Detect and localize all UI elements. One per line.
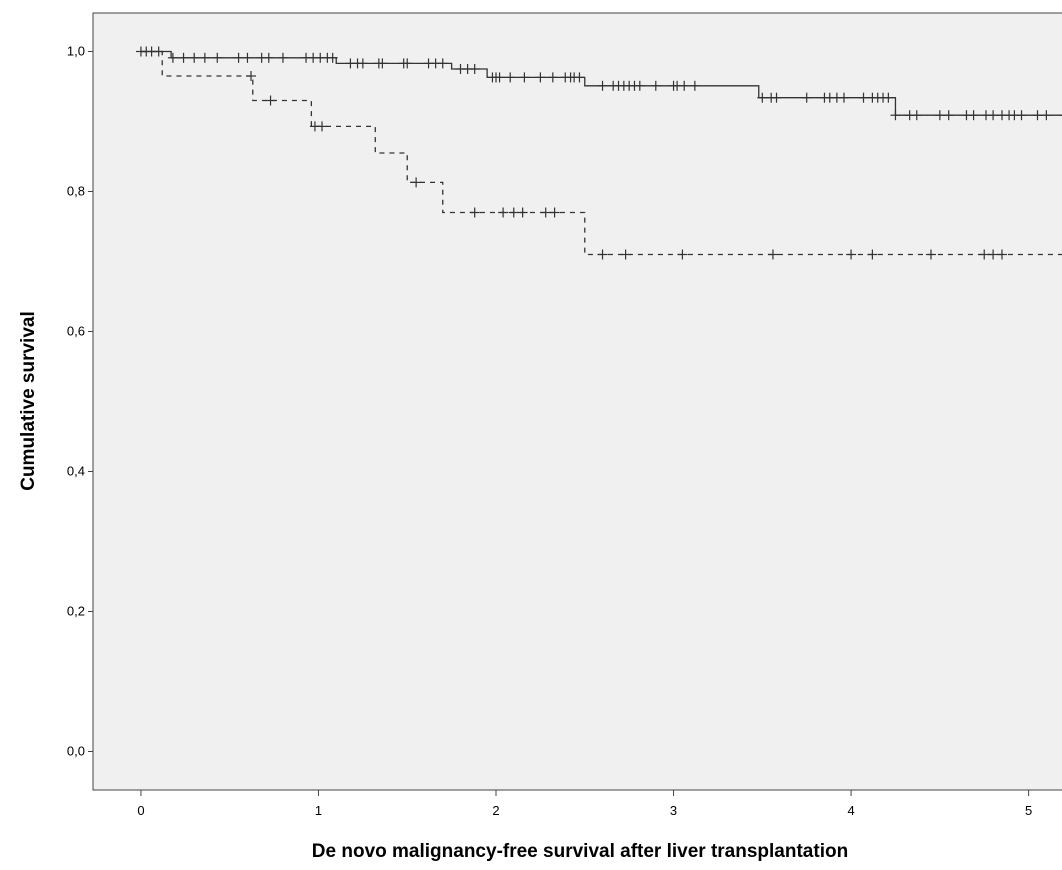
y-axis-title: Cumulative survival <box>18 311 39 491</box>
censor-mark <box>357 58 368 69</box>
x-tick-label: 1 <box>315 803 322 818</box>
censor-mark <box>1041 110 1052 121</box>
censor-mark <box>988 249 999 260</box>
censor-mark <box>535 72 546 83</box>
censor-mark <box>494 72 505 83</box>
censor-mark <box>469 207 480 218</box>
censor-mark <box>508 207 519 218</box>
censor-mark <box>517 207 528 218</box>
censor-mark <box>277 52 288 63</box>
censor-mark <box>402 58 413 69</box>
censor-mark <box>327 52 338 63</box>
plot-area <box>92 12 1062 791</box>
censor-mark <box>377 58 388 69</box>
censor-mark <box>265 95 276 106</box>
censor-mark <box>519 72 530 83</box>
x-tick-label: 0 <box>137 803 144 818</box>
censor-mark <box>801 92 812 103</box>
y-tick-label: 0,4 <box>67 464 85 479</box>
censor-mark <box>233 52 244 63</box>
censor-mark <box>411 177 422 188</box>
censor-mark <box>650 80 661 91</box>
censor-mark <box>890 110 901 121</box>
censor-mark <box>317 121 328 132</box>
censor-mark <box>242 52 253 63</box>
censor-mark <box>988 110 999 121</box>
censor-mark <box>437 58 448 69</box>
censor-mark <box>911 110 922 121</box>
censor-mark <box>549 207 560 218</box>
censor-mark <box>246 71 257 81</box>
y-tick-label: 1,0 <box>67 44 85 59</box>
x-tick-label: 5 <box>1025 803 1032 818</box>
censor-mark <box>263 52 274 63</box>
censor-mark <box>934 110 945 121</box>
censor-mark <box>212 52 223 63</box>
series-layer <box>135 46 1062 260</box>
censor-mark <box>574 72 585 83</box>
censor-mark <box>189 52 200 63</box>
censor-mark <box>1016 110 1027 121</box>
censor-mark <box>996 249 1007 260</box>
censor-mark <box>925 249 936 260</box>
x-axis-title: De novo malignancy-free survival after l… <box>312 841 848 862</box>
censor-mark <box>597 249 608 260</box>
censor-mark <box>167 52 178 63</box>
censor-mark <box>498 207 509 218</box>
x-tick-label: 3 <box>670 803 677 818</box>
censor-mark <box>838 92 849 103</box>
censor-mark <box>943 110 954 121</box>
y-tick-label: 0,8 <box>67 184 85 199</box>
censor-mark <box>979 249 990 260</box>
censor-mark <box>771 92 782 103</box>
censor-mark <box>469 64 480 74</box>
y-tick-label: 0,0 <box>67 744 85 759</box>
y-tick-label: 0,6 <box>67 324 85 339</box>
censor-mark <box>597 80 608 91</box>
censor-mark <box>505 72 516 83</box>
censor-mark <box>199 52 210 63</box>
censor-mark <box>620 249 631 260</box>
censor-mark <box>679 80 690 91</box>
censor-mark <box>1032 110 1043 121</box>
x-tick-label: 2 <box>492 803 499 818</box>
censor-mark <box>540 207 551 218</box>
censor-mark <box>689 80 700 91</box>
censor-mark <box>968 110 979 121</box>
censor-mark <box>846 249 857 260</box>
censor-mark <box>547 72 558 83</box>
censor-mark <box>858 92 869 103</box>
y-tick-label: 0,2 <box>67 604 85 619</box>
censor-mark <box>767 249 778 260</box>
x-tick-label: 4 <box>847 803 854 818</box>
censor-mark <box>883 92 894 103</box>
axis-layer: 0,0 0,2 0,4 0,6 0,8 1,0 0 1 2 3 4 5 <box>67 44 1032 819</box>
censor-mark <box>677 249 688 260</box>
censor-mark <box>1059 114 1062 116</box>
censor-mark <box>757 92 768 103</box>
censor-mark <box>178 52 189 63</box>
censor-mark <box>867 249 878 260</box>
censor-mark <box>634 80 645 91</box>
